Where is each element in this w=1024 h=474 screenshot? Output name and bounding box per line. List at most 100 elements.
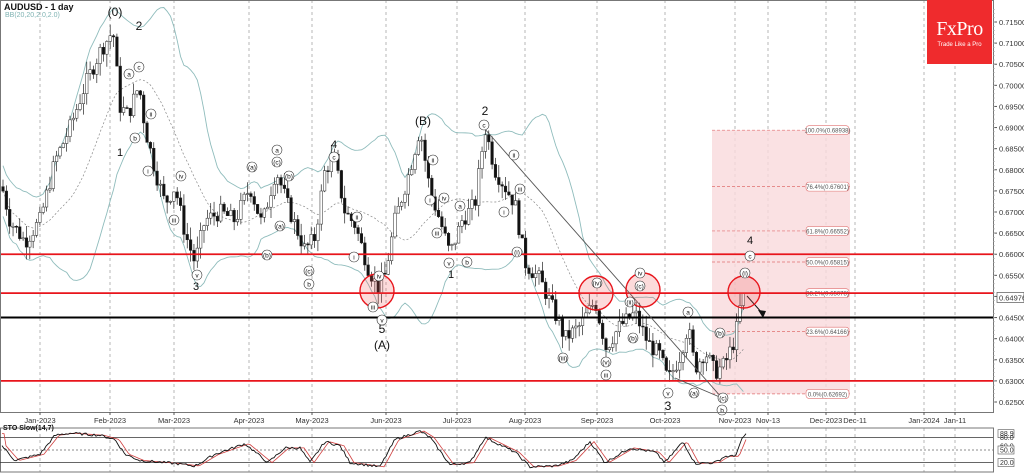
svg-text:b: b [133, 135, 137, 142]
svg-text:c: c [748, 253, 752, 260]
svg-text:v: v [447, 260, 451, 267]
svg-text:Dec-11: Dec-11 [843, 416, 867, 425]
svg-text:Nov-2023: Nov-2023 [719, 416, 752, 425]
svg-text:0.69000: 0.69000 [999, 124, 1024, 133]
svg-text:0.64500: 0.64500 [999, 314, 1024, 323]
svg-text:0.70000: 0.70000 [999, 81, 1024, 90]
highlight-circles [359, 272, 761, 311]
svg-text:61.8%(0.66552): 61.8%(0.66552) [806, 229, 849, 235]
svg-text:0.66000: 0.66000 [999, 250, 1024, 259]
svg-text:i: i [429, 197, 430, 204]
svg-text:iii: iii [371, 304, 375, 311]
svg-text:(a): (a) [690, 390, 698, 397]
svg-text:i: i [147, 168, 148, 175]
svg-text:0.63000: 0.63000 [999, 377, 1024, 386]
svg-text:50.0%(0.65815): 50.0%(0.65815) [806, 261, 849, 267]
svg-text:ii: ii [356, 214, 359, 221]
svg-text:a: a [127, 71, 131, 78]
svg-text:0.62500: 0.62500 [999, 398, 1024, 407]
svg-text:(0): (0) [108, 5, 123, 19]
svg-text:20.0: 20.0 [1000, 460, 1014, 467]
svg-text:i: i [503, 209, 504, 216]
svg-text:50.0: 50.0 [1000, 448, 1014, 455]
svg-text:2: 2 [482, 104, 489, 118]
svg-text:Jul-2023: Jul-2023 [443, 416, 472, 425]
trend-lines[interactable] [483, 127, 766, 399]
svg-text:b: b [307, 281, 311, 288]
svg-text:3: 3 [665, 399, 672, 413]
svg-text:iv: iv [638, 270, 643, 277]
horizontal-levels[interactable] [0, 253, 993, 382]
svg-text:2: 2 [136, 19, 143, 33]
svg-text:(a): (a) [276, 223, 284, 230]
svg-text:ii: ii [150, 111, 153, 118]
svg-text:(iii): (iii) [559, 355, 568, 362]
svg-text:0.65500: 0.65500 [999, 271, 1024, 280]
svg-text:88.9: 88.9 [1000, 431, 1014, 438]
indicator-label: BB(20,20,2.0,2.0) [5, 12, 60, 19]
svg-text:0.67000: 0.67000 [999, 208, 1024, 217]
fxpro-logo: FxPro Trade Like a Pro [927, 0, 992, 64]
svg-text:c: c [482, 122, 486, 129]
svg-text:(a): (a) [248, 164, 256, 171]
svg-text:0.63500: 0.63500 [999, 356, 1024, 365]
svg-text:(ii): (ii) [626, 299, 633, 306]
svg-text:Dec-2023: Dec-2023 [810, 416, 843, 425]
svg-text:Mar-2023: Mar-2023 [158, 416, 190, 425]
svg-text:0.69500: 0.69500 [999, 102, 1024, 111]
svg-text:0.68000: 0.68000 [999, 166, 1024, 175]
svg-text:Apr-2023: Apr-2023 [234, 416, 265, 425]
svg-text:b: b [720, 407, 724, 414]
svg-text:iii: iii [172, 217, 176, 224]
svg-text:0.68500: 0.68500 [999, 145, 1024, 154]
svg-text:5: 5 [379, 322, 386, 336]
svg-text:(c): (c) [305, 268, 313, 275]
svg-text:100.0%(0.68938): 100.0%(0.68938) [804, 129, 850, 135]
svg-text:(c): (c) [273, 159, 281, 166]
svg-text:iii: iii [518, 186, 522, 193]
fibonacci-retracement[interactable]: 100.0%(0.68938) 76.4%(0.67601) 61.8%(0.665… [712, 125, 851, 399]
svg-text:23.6%(0.64166): 23.6%(0.64166) [806, 330, 849, 336]
svg-text:Jan-2024: Jan-2024 [908, 416, 939, 425]
svg-text:Feb-2023: Feb-2023 [94, 416, 126, 425]
svg-text:iii: iii [604, 372, 608, 379]
svg-text:1: 1 [448, 269, 454, 281]
stochastic-oscillator: 88.980.060.050.020.0 [0, 429, 1015, 469]
svg-text:v: v [666, 390, 670, 397]
svg-text:a: a [275, 147, 279, 154]
svg-text:iv: iv [179, 173, 184, 180]
svg-text:c: c [137, 64, 141, 71]
svg-text:(B): (B) [415, 114, 431, 128]
svg-text:76.4%(0.67601): 76.4%(0.67601) [806, 185, 849, 191]
svg-text:0.64976: 0.64976 [999, 293, 1024, 302]
svg-text:0.67500: 0.67500 [999, 187, 1024, 196]
svg-text:ii: ii [513, 152, 516, 159]
candlesticks [1, 24, 745, 384]
svg-text:(i): (i) [742, 270, 748, 277]
logo-brand: FxPro [936, 18, 983, 40]
svg-text:(iv): (iv) [592, 280, 601, 287]
svg-text:4: 4 [747, 235, 753, 247]
svg-text:0.71000: 0.71000 [999, 39, 1024, 48]
svg-text:(b): (b) [716, 330, 724, 337]
svg-text:v: v [380, 317, 384, 324]
svg-text:Nov-13: Nov-13 [756, 416, 780, 425]
svg-text:0.64000: 0.64000 [999, 335, 1024, 344]
svg-text:Jan-2023: Jan-2023 [24, 416, 55, 425]
svg-text:3: 3 [193, 281, 199, 293]
svg-text:b: b [465, 259, 469, 266]
svg-text:Aug-2023: Aug-2023 [509, 416, 542, 425]
svg-text:iii: iii [435, 230, 439, 237]
svg-text:0.70500: 0.70500 [999, 60, 1024, 69]
svg-text:4: 4 [331, 139, 337, 151]
svg-text:(b): (b) [285, 173, 293, 180]
svg-text:iv: iv [377, 273, 382, 280]
svg-text:0.66500: 0.66500 [999, 229, 1024, 238]
svg-text:(b): (b) [629, 335, 637, 342]
svg-text:Sep-2023: Sep-2023 [581, 416, 614, 425]
svg-text:(c): (c) [636, 283, 644, 290]
svg-text:(b): (b) [263, 252, 271, 259]
oscillator-label: STO Slow(14,7) [3, 425, 54, 432]
